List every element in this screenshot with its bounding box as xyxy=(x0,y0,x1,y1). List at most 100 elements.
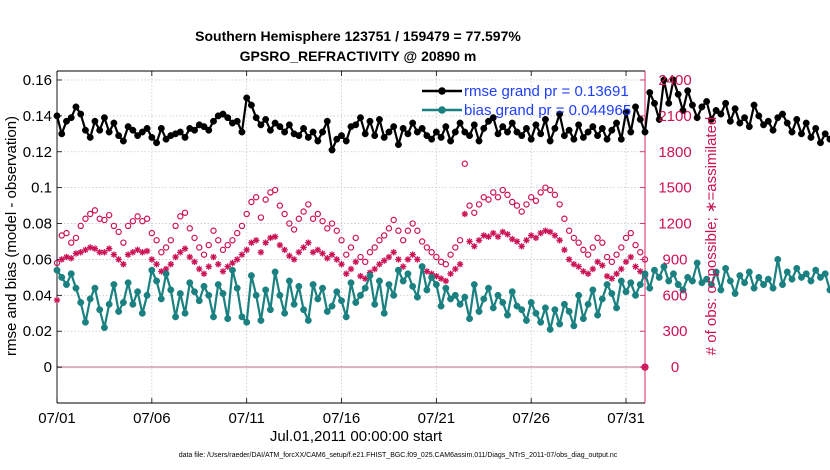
assimilated-obs-marker xyxy=(319,250,326,257)
asterisk-stroke xyxy=(424,268,430,275)
obs-count-markers xyxy=(53,160,649,371)
possible-obs-marker xyxy=(561,215,568,222)
possible-obs-marker xyxy=(471,209,478,216)
bias-data-point xyxy=(707,281,715,289)
asterisk-stroke xyxy=(258,249,264,256)
asterisk-stroke xyxy=(210,254,217,260)
possible-obs-marker xyxy=(167,237,175,244)
asterisk-stroke xyxy=(172,254,179,260)
rmse-data-point xyxy=(224,114,232,122)
assimilated-obs-marker xyxy=(371,265,378,273)
assimilated-obs-marker xyxy=(63,253,70,261)
bias-data-point xyxy=(338,297,345,305)
asterisk-stroke xyxy=(144,248,150,254)
bias-data-point xyxy=(755,273,763,281)
rmse-data-point xyxy=(679,107,687,114)
data-file-footnote: data file: /Users/raeder/DAI/ATM_forcXX/… xyxy=(179,452,618,459)
y-left-tick-label: 0.16 xyxy=(23,72,52,89)
asterisk-stroke xyxy=(499,229,506,235)
bias-data-point xyxy=(541,304,549,312)
possible-obs-marker xyxy=(589,244,597,251)
rmse-data-point xyxy=(527,135,535,143)
bias-data-point xyxy=(167,286,175,294)
assimilated-obs-marker xyxy=(442,277,450,285)
assimilated-obs-marker xyxy=(91,245,99,252)
rmse-data-point xyxy=(632,103,639,111)
possible-obs-marker xyxy=(418,238,426,245)
bias-data-point xyxy=(546,325,554,333)
possible-obs-marker xyxy=(357,253,364,261)
bias-data-point xyxy=(238,313,246,321)
rmse-data-point xyxy=(485,117,492,125)
rmse-data-point xyxy=(333,135,341,143)
rmse-data-point xyxy=(357,114,364,122)
asterisk-stroke xyxy=(101,249,108,256)
rmse-data-point xyxy=(764,117,772,125)
assimilated-obs-marker xyxy=(347,265,355,273)
assimilated-obs-marker xyxy=(357,272,364,280)
possible-obs-marker xyxy=(196,244,203,251)
rmse-data-point xyxy=(537,130,545,138)
y-right-tick-label: 1800 xyxy=(658,144,691,161)
assimilated-obs-marker xyxy=(72,250,80,257)
asterisk-stroke xyxy=(125,251,131,258)
assimilated-obs-marker xyxy=(252,237,260,244)
possible-obs-marker xyxy=(542,184,549,191)
rmse-data-point xyxy=(480,124,488,132)
bias-data-point xyxy=(153,277,161,285)
assimilated-obs-marker xyxy=(338,261,345,268)
rmse-data-point xyxy=(371,132,379,140)
zero-count-marker-assimilated xyxy=(641,363,649,371)
assimilated-obs-marker xyxy=(110,251,118,258)
bias-data-point xyxy=(352,299,360,306)
bias-data-point xyxy=(598,295,606,303)
rmse-data-point xyxy=(191,126,198,134)
asterisk-stroke xyxy=(414,256,421,263)
bias-data-point xyxy=(295,282,303,290)
bias-data-point xyxy=(437,302,445,310)
rmse-data-point xyxy=(262,116,270,123)
asterisk-stroke xyxy=(542,227,549,234)
bias-data-point xyxy=(162,270,170,278)
bias-data-point xyxy=(485,284,492,292)
possible-obs-marker xyxy=(603,253,611,261)
rmse-data-point xyxy=(646,89,654,96)
asterisk-stroke xyxy=(604,273,610,279)
rmse-data-point xyxy=(432,128,440,136)
possible-obs-marker xyxy=(186,225,193,232)
bias-data-point xyxy=(821,270,829,278)
rmse-data-point xyxy=(285,121,293,129)
rmse-data-point xyxy=(304,133,312,141)
rmse-data-point xyxy=(319,128,326,136)
asterisk-stroke xyxy=(201,271,207,277)
asterisk-stroke xyxy=(476,237,482,244)
bias-data-point xyxy=(257,316,265,324)
asterisk-stroke xyxy=(153,261,160,267)
assimilated-obs-marker xyxy=(238,251,246,258)
bias-data-point xyxy=(314,295,322,303)
rmse-data-point xyxy=(523,124,530,132)
possible-obs-marker xyxy=(509,198,516,206)
rmse-data-point xyxy=(589,123,597,131)
rmse-data-point xyxy=(157,124,165,132)
rmse-data-point xyxy=(366,117,374,125)
asterisk-stroke xyxy=(590,266,596,272)
rmse-data-point xyxy=(670,76,677,84)
rmse-data-point xyxy=(53,112,61,120)
assimilated-obs-marker xyxy=(82,246,89,254)
legend-bias-text: bias grand pr = 0.044965 xyxy=(464,102,631,119)
bias-data-point xyxy=(717,286,725,294)
y-left-tick-label: 0.1 xyxy=(31,180,52,197)
possible-obs-marker xyxy=(328,220,336,227)
assimilated-obs-marker xyxy=(542,227,549,234)
asterisk-stroke xyxy=(509,236,515,242)
rmse-data-point xyxy=(86,133,94,141)
y-right-tick-label: 2100 xyxy=(658,108,691,125)
asterisk-stroke xyxy=(371,266,378,272)
bias-data-point xyxy=(456,300,464,308)
possible-obs-marker xyxy=(271,186,279,194)
rmse-data-point xyxy=(219,110,227,118)
asterisk-stroke xyxy=(466,238,473,245)
possible-obs-marker xyxy=(338,237,345,244)
bias-data-point xyxy=(480,295,488,303)
